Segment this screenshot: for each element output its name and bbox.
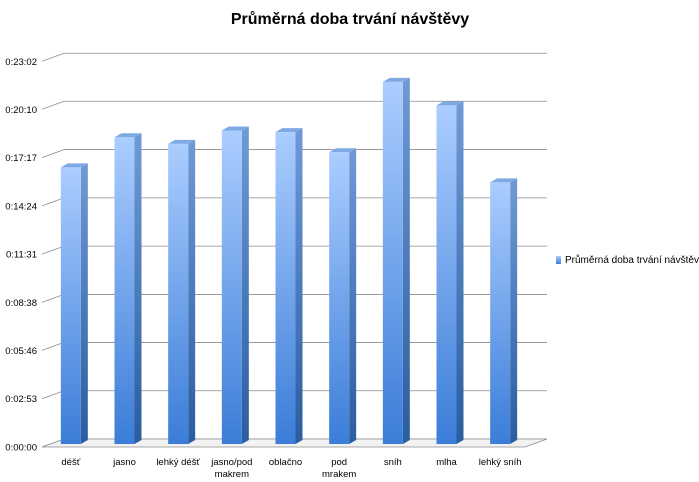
y-tick-label: 0:05:46: [5, 346, 37, 357]
x-axis-ticks: déšť jasno lehký déšť jasno/pod makrem oblačn…: [61, 457, 521, 480]
x-tick-label: sníh: [384, 457, 402, 468]
x-tick-label-line: déšť: [61, 457, 80, 468]
x-tick-label-line: jasno/pod: [210, 457, 252, 468]
bars: [60, 77, 518, 445]
bar-side: [402, 77, 410, 445]
bar-side: [295, 128, 303, 444]
bar-front: [168, 143, 189, 444]
bar: [436, 101, 464, 444]
bar-top: [329, 148, 357, 153]
bar-top: [382, 77, 410, 82]
gridline-diagonal: [41, 342, 65, 351]
y-tick-label: 0:08:38: [5, 298, 37, 309]
bar-top: [60, 163, 88, 168]
x-tick-label-line: sníh: [384, 457, 402, 468]
x-tick-label: pod mrakem: [322, 457, 356, 480]
bar-side: [241, 126, 249, 444]
bar-side: [80, 163, 88, 445]
legend-label: Průměrná doba trvání návštěvy: [565, 254, 699, 266]
y-tick-label: 0:23:02: [5, 57, 37, 68]
x-tick-label: lehký déšť: [156, 457, 200, 468]
bar-front: [329, 152, 350, 444]
bar-front: [114, 137, 135, 444]
x-tick-label: lehký sníh: [479, 457, 522, 468]
bar-front: [382, 81, 403, 445]
bar-side: [349, 148, 357, 444]
bar: [490, 178, 518, 444]
bar: [275, 128, 303, 444]
legend: Průměrná doba trvání návštěvy: [556, 254, 699, 266]
bar: [329, 148, 357, 444]
x-tick-label: mlha: [436, 457, 457, 468]
bar-side: [456, 101, 464, 444]
bar: [114, 133, 142, 444]
y-tick-label: 0:02:53: [5, 394, 37, 405]
gridline-diagonal: [41, 197, 65, 207]
bar-top: [168, 139, 196, 144]
chart-title: Průměrná doba trvání návštěvy: [231, 11, 469, 28]
bar-side: [134, 133, 142, 444]
x-tick-label-line: mrakem: [322, 469, 356, 480]
y-tick-label: 0:20:10: [5, 105, 37, 116]
bar: [168, 139, 196, 444]
gridline-diagonal: [41, 390, 65, 400]
bar-front: [490, 182, 511, 444]
bar: [60, 163, 88, 445]
x-tick-label: déšť: [61, 457, 80, 468]
y-tick-label: 0:00:00: [5, 443, 37, 454]
bar-top: [490, 178, 518, 183]
bar-top: [275, 128, 303, 133]
bar-top: [114, 133, 142, 138]
bar-front: [436, 105, 457, 444]
bar-side: [188, 139, 196, 444]
bar-front: [275, 132, 296, 444]
bar-top: [436, 101, 464, 106]
x-tick-label-line: lehký déšť: [156, 457, 200, 468]
gridline-diagonal: [41, 294, 65, 303]
x-tick-label: jasno: [112, 457, 136, 468]
bar-front: [60, 167, 81, 445]
gridlines: [41, 52, 547, 448]
y-axis-ticks: 0:00:00 0:02:53 0:05:46 0:08:38 0:11:31 0:14:…: [5, 57, 37, 454]
x-tick-label-line: makrem: [215, 469, 249, 480]
y-tick-label: 0:14:24: [5, 201, 37, 212]
x-tick-label: jasno/pod makrem: [210, 457, 252, 480]
x-tick-label-line: oblačno: [269, 457, 302, 468]
legend-swatch: [556, 256, 561, 264]
bar-side: [510, 178, 518, 444]
x-tick-label: oblačno: [269, 457, 302, 468]
gridline-diagonal: [41, 100, 65, 110]
y-tick-label: 0:11:31: [6, 250, 37, 261]
x-tick-label-line: jasno: [112, 457, 136, 468]
bar-front: [221, 130, 242, 444]
bar: [221, 126, 249, 444]
gridline-diagonal: [41, 149, 65, 158]
gridline-diagonal: [41, 245, 65, 255]
y-tick-label: 0:17:17: [5, 153, 37, 164]
bar-top: [221, 126, 249, 131]
x-tick-label-line: pod: [331, 457, 347, 468]
bar: [382, 77, 410, 445]
x-tick-label-line: mlha: [436, 457, 457, 468]
x-tick-label-line: lehký sníh: [479, 457, 522, 468]
gridline-diagonal: [41, 52, 65, 62]
